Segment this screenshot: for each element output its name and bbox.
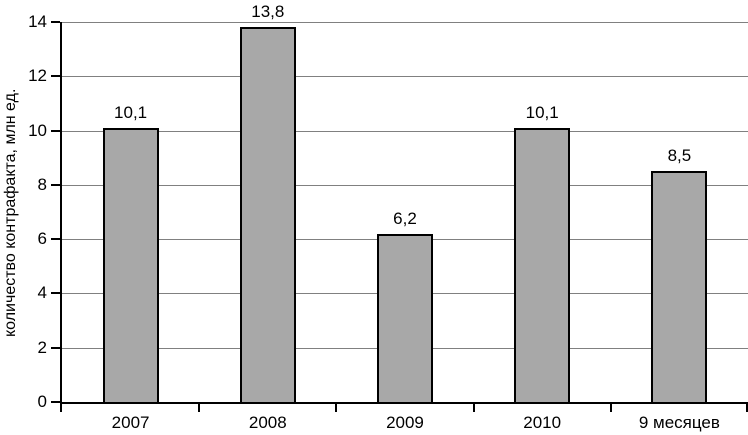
gridline <box>62 22 748 23</box>
bar-value-label: 10,1 <box>525 102 559 122</box>
plot-area: 0 2 4 6 8 10 12 14 10,1 2007 13,8 2008 6,2 2009 10,1 2… <box>28 3 748 432</box>
bar-2007 <box>102 127 159 402</box>
x-tick-mark <box>609 402 612 412</box>
x-tick-mark <box>746 402 748 412</box>
bar-2008 <box>239 27 296 402</box>
bar-2010 <box>514 127 571 402</box>
bar-slot: 8,5 9 месяцев <box>611 22 748 432</box>
y-tick-mark <box>51 21 60 23</box>
y-tick-mark <box>51 292 60 295</box>
gridline <box>62 184 748 186</box>
bar-slot: 10,1 2007 <box>62 22 199 432</box>
y-tick-label: 14 <box>28 12 47 31</box>
bar-slot: 10,1 2010 <box>474 22 611 432</box>
y-tick-mark <box>51 401 60 403</box>
y-tick-label: 4 <box>37 283 47 303</box>
bar-slot: 6,2 2009 <box>336 22 473 432</box>
bar-slot: 13,8 2008 <box>199 3 336 432</box>
y-tick-label: 0 <box>37 392 47 411</box>
y-tick-label: 10 <box>28 120 47 140</box>
y-axis-title: количество контрафакта, млн ед. <box>2 88 19 338</box>
x-tick-mark <box>198 402 201 412</box>
y-tick-label: 8 <box>37 174 47 194</box>
x-tick-label: 2010 <box>523 413 562 432</box>
y-tick-mark <box>51 346 60 349</box>
x-tick-mark <box>472 402 475 412</box>
bar-value-label: 6,2 <box>393 208 417 228</box>
bar-value-label: 8,5 <box>667 146 692 166</box>
x-tick-mark <box>60 402 62 412</box>
bar-2009 <box>376 233 433 402</box>
x-tick-label: 2008 <box>248 413 287 432</box>
y-tick-label: 12 <box>28 66 47 86</box>
x-tick-label: 2007 <box>111 413 150 432</box>
y-tick-mark <box>51 238 60 241</box>
y-tick-mark <box>51 129 60 132</box>
gridline <box>62 130 748 132</box>
x-tick-mark <box>335 402 338 412</box>
y-tick-mark <box>51 183 60 186</box>
bar-value-label: 10,1 <box>114 102 148 122</box>
x-tick-label: 9 месяцев <box>638 413 720 432</box>
x-tick-label: 2009 <box>386 413 424 432</box>
y-tick-label: 6 <box>37 229 47 249</box>
y-tick-mark <box>51 75 60 78</box>
gridline <box>62 76 748 78</box>
bar-value-label: 13,8 <box>251 2 285 22</box>
y-tick-label: 2 <box>37 337 47 357</box>
bar-9-месяцев <box>651 171 708 402</box>
